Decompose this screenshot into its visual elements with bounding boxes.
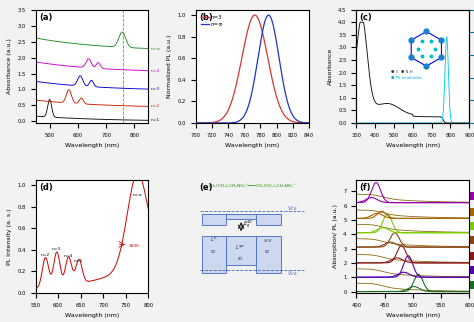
Text: (e): (e) [200, 183, 213, 192]
n=∞ [244, 108, 250, 112]
n=3 [244, 31, 250, 35]
Line: n=3: n=3 [196, 15, 309, 123]
n=∞ [306, 121, 312, 125]
Text: (c): (c) [360, 13, 373, 22]
Bar [256, 236, 281, 273]
Bar [470, 236, 474, 244]
Y-axis label: Absorption/ PL (a.u.): Absorption/ PL (a.u.) [333, 204, 337, 268]
Text: n=∞: n=∞ [150, 47, 161, 51]
X-axis label: Wavelength (nm): Wavelength (nm) [386, 313, 440, 318]
Text: $\varepsilon_2$: $\varepsilon_2$ [210, 248, 217, 256]
Legend: n=3, n=∞: n=3, n=∞ [199, 13, 226, 30]
Text: n=3: n=3 [150, 87, 160, 91]
Text: CH₂(CH₂)₄CH₂NH₃⁺━━━CH₂(CH₂)₄CH₂NH₃⁺: CH₂(CH₂)₄CH₂NH₃⁺━━━CH₂(CH₂)₄CH₂NH₃⁺ [209, 184, 296, 188]
Text: $V_{VB}$: $V_{VB}$ [263, 237, 272, 245]
Text: (a): (a) [39, 13, 52, 22]
Bar [470, 267, 474, 274]
n=3 [306, 121, 312, 125]
X-axis label: Wavelength (nm): Wavelength (nm) [225, 143, 280, 148]
Bar [470, 252, 474, 260]
Text: n=4: n=4 [64, 254, 73, 258]
n=∞ [213, 121, 219, 125]
Text: $L^b$: $L^b$ [210, 235, 217, 244]
Text: $V_{VB}$: $V_{VB}$ [287, 270, 298, 278]
Bar [470, 222, 474, 230]
Text: $V_{CB}$: $V_{CB}$ [287, 204, 298, 213]
Bar [201, 214, 227, 225]
Bar [201, 236, 227, 273]
n=3 [222, 114, 228, 118]
n=3 [193, 121, 199, 125]
Bar [256, 214, 281, 225]
X-axis label: Wavelength (nm): Wavelength (nm) [65, 143, 119, 148]
Line: n=∞: n=∞ [196, 15, 309, 123]
Bar [470, 281, 474, 289]
Y-axis label: Absorbance: Absorbance [328, 48, 333, 85]
n=3 [260, 31, 265, 35]
Text: $\varepsilon_1$: $\varepsilon_1$ [237, 255, 244, 263]
Text: $L^{qw}$: $L^{qw}$ [235, 244, 246, 252]
n=3 [252, 13, 257, 17]
Y-axis label: Absorbance (a.u.): Absorbance (a.u.) [7, 38, 12, 94]
Text: n=4: n=4 [150, 69, 160, 73]
Y-axis label: Normalized PL (a.u.): Normalized PL (a.u.) [167, 34, 172, 98]
n=∞ [260, 30, 265, 33]
n=∞ [193, 121, 199, 125]
X-axis label: Wavelength (nm): Wavelength (nm) [386, 143, 440, 148]
X-axis label: Wavelength (nm): Wavelength (nm) [65, 313, 119, 318]
Text: n=2: n=2 [41, 253, 50, 257]
n=∞ [266, 13, 272, 17]
n=∞ [269, 17, 274, 21]
n=∞ [278, 69, 284, 72]
Bar [227, 236, 256, 265]
Text: n=∞: n=∞ [132, 193, 142, 197]
Bar [470, 208, 474, 215]
Text: n=3: n=3 [52, 247, 61, 251]
Text: (b): (b) [200, 13, 213, 22]
Text: n=5: n=5 [74, 259, 83, 263]
Text: (f): (f) [360, 183, 371, 192]
Text: $\varepsilon_2$: $\varepsilon_2$ [264, 248, 271, 256]
n=3 [269, 74, 274, 78]
n=∞ [222, 121, 228, 125]
n=3 [213, 120, 219, 124]
Bar [470, 192, 474, 200]
Text: n=1: n=1 [150, 118, 160, 122]
Y-axis label: PL Intensity (a. s.): PL Intensity (a. s.) [7, 208, 12, 265]
Text: (d): (d) [39, 183, 53, 192]
Bar [227, 214, 256, 219]
Text: n=2: n=2 [150, 104, 160, 109]
Text: 180K: 180K [128, 243, 140, 248]
Text: $E_g^{3D}$: $E_g^{3D}$ [243, 219, 253, 232]
n=3 [278, 108, 284, 111]
